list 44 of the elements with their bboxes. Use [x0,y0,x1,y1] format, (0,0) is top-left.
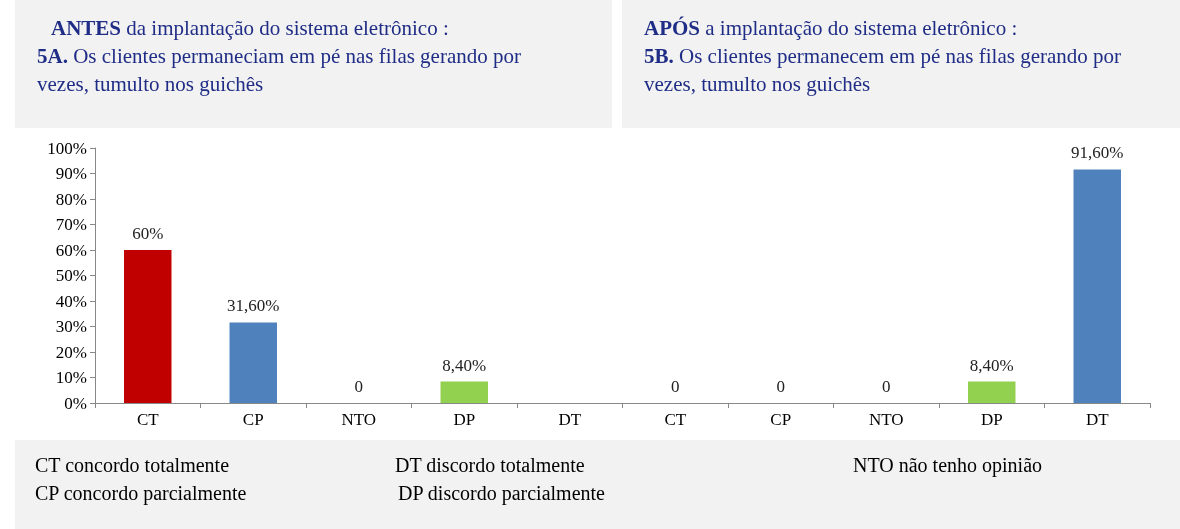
data-label: 0 [776,377,785,396]
x-tick-label: CP [242,410,264,429]
text: APÓS a implantação do sistema eletrônico : [644,15,1019,42]
x-tick-label: DP [980,410,1003,429]
y-tick-label: 30% [55,317,87,336]
y-tick-label: 60% [55,240,87,260]
data-label: 8,40% [969,355,1014,375]
data-label: 91,60% [1071,143,1124,163]
y-tick-label: 0% [64,393,87,413]
text: DT discordo totalmente [395,454,585,477]
bar [229,322,277,403]
text: CT concordo totalmente [35,454,230,477]
data-label: 60% [132,224,164,243]
data-label: 31,60% [227,296,280,316]
y-tick-label: 50% [55,266,87,285]
x-tick-label: NTO [868,410,904,429]
bar [440,381,488,403]
x-tick-label: CT [664,410,687,429]
bar [124,250,172,403]
y-tick-label: 100% [47,138,87,158]
text: 5B. Os clientes permanecem em pé nas filas gerando por vezes, tumulto nos guichês [644,43,1122,98]
data-label: 0 [671,377,680,396]
x-tick-label: NTO [341,410,377,429]
data-label: 8,40% [442,355,487,375]
x-tick-label: DP [453,410,476,429]
x-tick-label: DT [1085,410,1110,429]
y-tick-label: 80% [55,189,87,209]
y-tick-label: 70% [55,215,87,234]
text: CP concordo parcialmente [35,482,247,505]
text: NTO não tenho opinião [853,454,1043,477]
text: ANTES da implantação do sistema eletrônico : [50,15,450,42]
y-tick-label: 90% [55,164,87,183]
x-tick-label: DT [558,410,582,429]
bar [1073,169,1121,403]
x-tick-label: CT [136,410,160,429]
y-tick-label: 10% [55,368,87,387]
data-label: 0 [882,377,891,396]
x-tick-label: CP [770,410,792,429]
y-tick-label: 40% [55,291,87,311]
y-tick-label: 20% [55,342,87,362]
text: DP discordo parcialmente [398,482,605,505]
text: 5A. Os clientes permaneciam em pé nas filas gerando por vezes, tumulto nos guichês [37,43,522,98]
data-label: 0 [354,377,363,396]
bar [968,381,1016,403]
